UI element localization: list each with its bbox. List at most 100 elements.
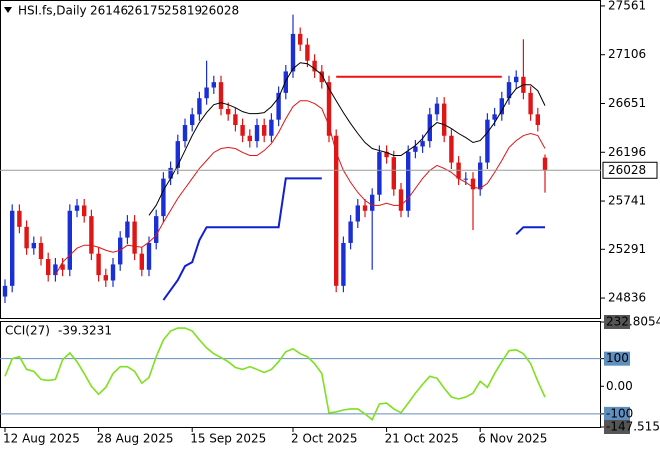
y-tick-label: 25741 xyxy=(608,194,646,208)
y-tick-label: -100 xyxy=(606,406,633,420)
candle-body xyxy=(413,146,418,152)
symbol-title: HSI.fs,Daily xyxy=(18,4,87,18)
candle-body xyxy=(406,151,411,211)
candle-body xyxy=(319,71,324,83)
candle-body xyxy=(204,87,209,99)
indicator-line xyxy=(148,62,546,216)
ohlc-open: 26146 xyxy=(90,4,128,18)
candle-body xyxy=(348,221,353,243)
candle-body xyxy=(442,103,447,136)
candle-body xyxy=(125,221,130,238)
candle-body xyxy=(175,141,180,168)
candle-body xyxy=(254,125,260,142)
candle-body xyxy=(283,71,288,93)
candle-body xyxy=(240,125,245,136)
candle-body xyxy=(362,205,368,211)
candle-body xyxy=(290,33,296,72)
candle-body xyxy=(499,98,504,115)
x-tick-label: 2 Oct 2025 xyxy=(291,432,358,446)
candle-body xyxy=(96,253,101,276)
y-tick-label: 0.00 xyxy=(606,379,633,393)
candle-body xyxy=(420,141,425,147)
candle-body xyxy=(60,264,65,270)
candle-body xyxy=(449,135,454,163)
y-tick-label: 26196 xyxy=(608,145,646,159)
candle-body xyxy=(154,216,159,243)
candle-body xyxy=(269,119,274,136)
candle-body xyxy=(82,205,87,217)
y-tick-label: 232.8054 xyxy=(606,315,660,329)
indicator-line xyxy=(54,100,546,276)
candle-body xyxy=(31,242,36,249)
y-tick-label: -147.5156 xyxy=(606,420,660,434)
candle-body xyxy=(276,92,281,120)
candle-body xyxy=(398,189,404,211)
y-tick-label: 27106 xyxy=(608,47,646,61)
candle-body xyxy=(305,44,310,61)
cci-title: CCI(27) xyxy=(5,324,50,338)
candle-body xyxy=(103,275,108,281)
menu-arrow[interactable] xyxy=(4,7,12,13)
y-tick-label: 25291 xyxy=(608,242,646,256)
last-price-box xyxy=(602,161,658,179)
candle-body xyxy=(53,264,58,276)
x-tick-label: 28 Aug 2025 xyxy=(97,432,174,446)
candle-body xyxy=(391,157,396,190)
ohlc-low: 25819 xyxy=(164,4,202,18)
last-price-label: 26028 xyxy=(608,163,646,177)
ohlc-close: 26028 xyxy=(201,4,239,18)
candle-body xyxy=(110,264,116,281)
candle-body xyxy=(146,242,152,270)
candle-body xyxy=(211,82,216,88)
candle-body xyxy=(463,178,468,180)
candle-body xyxy=(506,82,512,99)
cci-panel-frame xyxy=(0,321,601,428)
candle-body xyxy=(139,253,144,270)
candle-body xyxy=(168,167,173,179)
level-label-box xyxy=(604,406,630,421)
x-tick-label: 12 Aug 2025 xyxy=(3,432,80,446)
candle-body xyxy=(535,114,540,126)
candle-body xyxy=(528,92,533,115)
candle-body xyxy=(485,119,490,163)
candle-body xyxy=(370,194,375,211)
level-label-box xyxy=(604,351,630,366)
candle-body xyxy=(341,242,346,286)
candle-body xyxy=(190,114,195,126)
candle-body xyxy=(326,82,332,136)
candle-body xyxy=(247,135,252,142)
x-tick-label: 6 Nov 2025 xyxy=(478,432,547,446)
candle-body xyxy=(355,205,360,222)
candle-body xyxy=(89,216,94,254)
candle-body xyxy=(182,125,188,142)
candle-body xyxy=(197,98,202,115)
candle-body xyxy=(46,259,51,276)
candle-body xyxy=(161,178,166,217)
candle-body xyxy=(218,82,224,109)
candle-body xyxy=(478,162,483,190)
candle-body xyxy=(132,221,137,254)
candle-body xyxy=(74,205,80,211)
header: HSI.fs,Daily 26146 26175 25819 26028 xyxy=(18,4,239,18)
candle-body xyxy=(334,135,339,286)
candle-body xyxy=(312,60,317,72)
candle-body xyxy=(226,108,231,115)
main-panel-frame xyxy=(0,0,601,319)
candle-body xyxy=(384,151,389,158)
edge-label-box xyxy=(604,315,630,329)
y-tick-label: 24836 xyxy=(608,291,646,305)
candle-body xyxy=(514,76,519,83)
candle-body xyxy=(118,237,123,265)
edge-label-box xyxy=(604,420,630,434)
candle-body xyxy=(10,210,15,286)
indicator-line xyxy=(162,177,322,301)
candle-body xyxy=(427,114,432,142)
ohlc-high: 26175 xyxy=(127,4,165,18)
indicator-line xyxy=(515,226,545,235)
candle-body xyxy=(262,125,267,136)
candle-body xyxy=(492,114,497,120)
x-tick-label: 15 Sep 2025 xyxy=(190,432,266,446)
candle-body xyxy=(67,210,72,270)
